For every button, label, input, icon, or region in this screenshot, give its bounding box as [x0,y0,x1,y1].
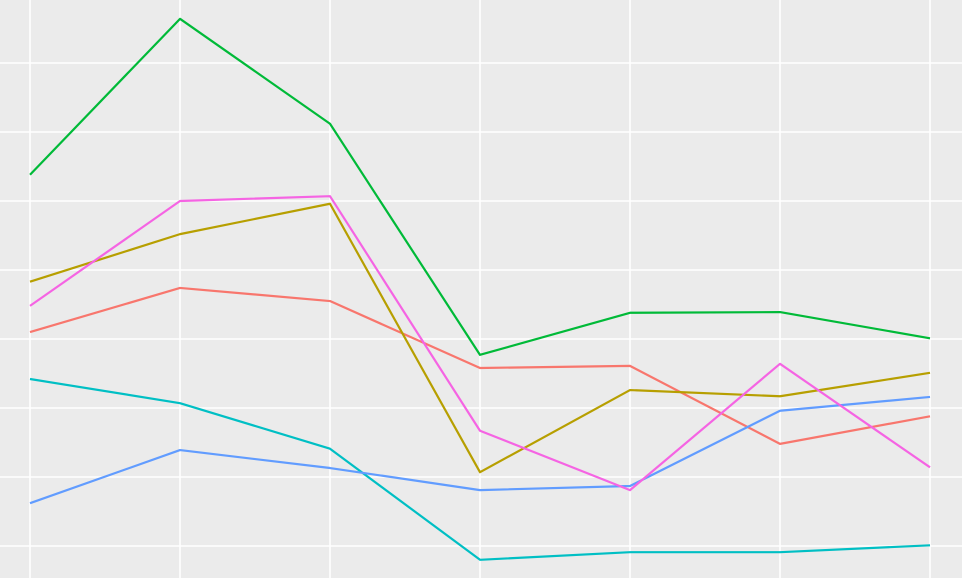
series-line [29,17,931,356]
series-line [29,286,931,445]
series-line [29,395,931,505]
series-line [29,202,931,474]
series-line [29,377,931,561]
series-line [29,195,931,492]
